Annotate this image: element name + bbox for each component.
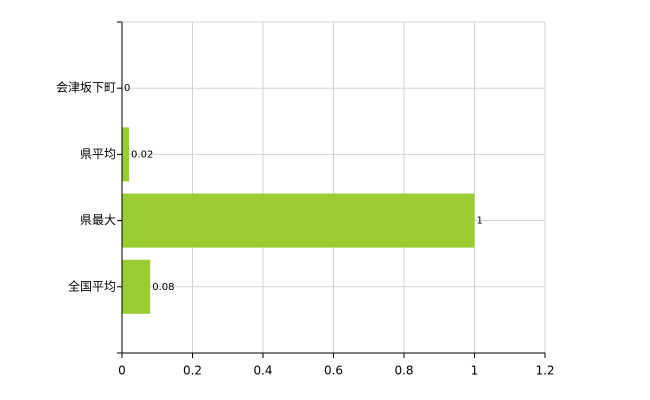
value-label: 1: [477, 216, 483, 227]
x-tick-label: 1: [471, 364, 479, 378]
x-tick-label: 0.6: [324, 364, 343, 378]
y-tick-label: 会津坂下町: [56, 81, 116, 95]
y-tick-label: 県平均: [80, 147, 116, 161]
x-tick-label: 0.2: [183, 364, 202, 378]
x-tick-label: 0.8: [394, 364, 413, 378]
value-label: 0.08: [152, 282, 174, 293]
x-tick-label: 1.2: [535, 364, 554, 378]
value-label: 0: [124, 83, 130, 94]
value-label: 0.02: [131, 149, 153, 160]
bar: [122, 259, 151, 314]
bar: [122, 193, 475, 248]
x-tick-label: 0.4: [253, 364, 272, 378]
y-tick-label: 県最大: [80, 213, 116, 227]
y-tick-label: 全国平均: [68, 278, 116, 293]
bar: [122, 127, 130, 182]
x-tick-label: 0: [118, 364, 126, 378]
